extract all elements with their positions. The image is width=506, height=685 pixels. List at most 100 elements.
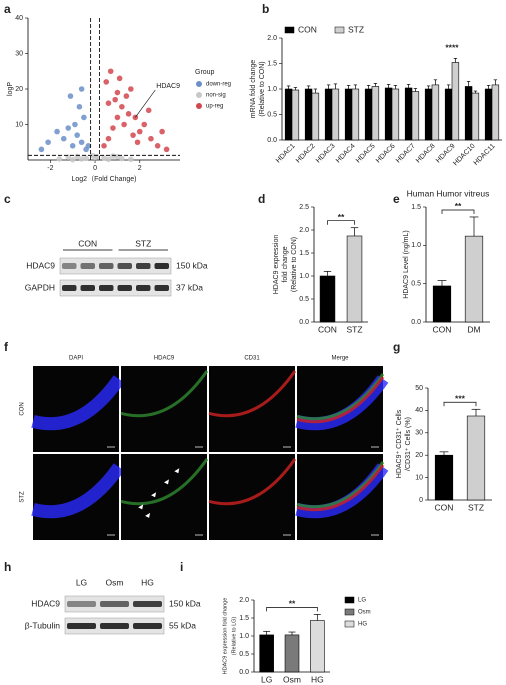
bar <box>371 86 380 141</box>
x-tick-label: STZ <box>346 324 362 334</box>
point <box>141 121 148 128</box>
blot-band <box>133 601 162 607</box>
panel-letter: h <box>4 560 11 574</box>
y-tick-label: 0.5 <box>299 296 309 303</box>
point <box>45 139 51 146</box>
legend-label: down-reg <box>206 82 231 88</box>
x-tick-label: HDAC1 <box>275 143 297 165</box>
y-tick-label: 1.0 <box>411 242 421 249</box>
column-label: CD31 <box>244 356 260 362</box>
micrograph <box>297 366 383 452</box>
y-label: (Relative to CON) <box>259 61 266 116</box>
point <box>125 111 132 117</box>
x-tick-label: HDAC7 <box>395 143 417 165</box>
x-tick-label: CON <box>433 324 452 334</box>
x-tick-label: HG <box>311 674 324 684</box>
blot-band <box>100 601 129 607</box>
bar <box>471 92 480 141</box>
protein-label: GAPDH <box>25 282 55 292</box>
y-label: fold change <box>282 246 289 282</box>
annotation-line <box>135 89 156 118</box>
bar <box>310 620 325 673</box>
legend-label: HG <box>358 622 367 628</box>
y-tick-label: 0.5 <box>239 651 249 658</box>
legend-label: Osm <box>358 610 371 616</box>
point <box>38 146 45 153</box>
blot-band <box>62 285 77 291</box>
point <box>101 143 107 149</box>
bar <box>284 88 293 141</box>
blot-band <box>136 263 151 269</box>
row-label: STZ <box>20 491 26 503</box>
group-label: CON <box>78 238 97 248</box>
row-label: CON <box>20 402 26 415</box>
blot-band <box>154 263 169 269</box>
point <box>154 143 161 149</box>
blot-band <box>80 285 95 291</box>
point <box>83 155 89 162</box>
legend-swatch <box>196 92 202 98</box>
point <box>105 100 112 106</box>
y-label: HDAC9 expression fold change <box>222 598 228 675</box>
point <box>110 153 116 159</box>
point <box>145 107 152 114</box>
y-tick-label: 10 <box>15 121 23 128</box>
x-tick-label: HDAC5 <box>355 143 377 165</box>
bar <box>319 275 336 323</box>
legend-swatch <box>196 81 202 87</box>
point <box>121 121 127 128</box>
blot-band <box>67 601 96 607</box>
arrowhead <box>151 492 157 498</box>
panel-letter: g <box>393 340 400 354</box>
tissue-layer <box>296 461 385 509</box>
point <box>114 89 121 96</box>
y-tick-label: 30 <box>415 430 423 437</box>
significance: ** <box>289 599 296 609</box>
blot-band <box>99 263 114 269</box>
point <box>114 114 121 121</box>
bar <box>491 84 500 141</box>
x-tick-label: 0 <box>93 165 97 172</box>
point <box>56 156 63 162</box>
y-label: HDAC9⁺ CD31⁺ Cells <box>396 409 403 478</box>
point <box>92 154 98 161</box>
panel-letter: e <box>393 192 400 206</box>
bar <box>411 91 420 141</box>
point <box>78 156 85 162</box>
significance-bracket <box>266 607 318 612</box>
size-label: 150 kDa <box>169 598 201 608</box>
bar <box>259 634 274 673</box>
x-tick-label: -2 <box>47 165 53 172</box>
y-tick-label: 30 <box>15 50 23 57</box>
arrowhead <box>138 504 144 510</box>
blot-band <box>117 263 132 269</box>
legend-label: non-sig <box>206 93 226 99</box>
point <box>81 114 87 121</box>
x-tick-label: CON <box>318 324 337 334</box>
y-tick-label: 0.5 <box>411 281 421 288</box>
y-tick-label: 2.0 <box>299 227 309 234</box>
bar <box>444 88 453 141</box>
x-tick-label: CON <box>435 502 454 512</box>
bar <box>331 88 340 141</box>
y-label: (Relative to CON) <box>291 237 298 292</box>
point <box>78 139 85 146</box>
bar <box>324 88 333 141</box>
micrograph <box>297 454 383 540</box>
y-tick-label: 50 <box>415 385 423 392</box>
tissue-layer <box>208 458 297 506</box>
point <box>110 125 116 131</box>
point <box>69 156 76 163</box>
bar <box>434 454 454 501</box>
significance: **** <box>445 43 459 53</box>
bar <box>311 92 320 141</box>
group-label: LG <box>76 577 87 587</box>
point <box>67 93 74 99</box>
tissue-layer <box>120 458 209 506</box>
point <box>105 135 112 142</box>
column-label: DAPI <box>69 356 83 362</box>
protein-label: β-Tubulin <box>25 620 61 630</box>
panel-letter: d <box>258 192 265 206</box>
blot-strip <box>59 279 172 297</box>
